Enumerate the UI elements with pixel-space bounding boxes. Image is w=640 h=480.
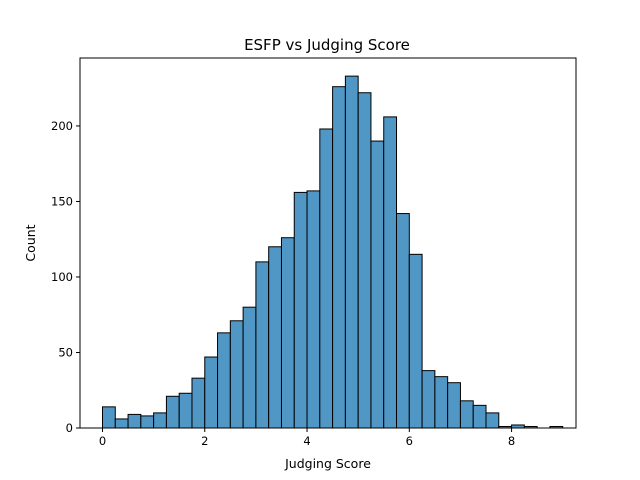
y-tick-label: 150 [51,194,73,208]
histogram-bar [101,406,116,429]
histogram-bar [357,92,372,429]
histogram-bar [255,261,270,429]
histogram-bar [332,86,346,429]
y-axis-label: Count [23,224,38,261]
histogram-bar [485,412,500,429]
histogram-bar [280,237,295,429]
bars-group [101,75,564,429]
histogram-bar [268,246,282,429]
histogram-bar [459,400,474,429]
histogram-bar [242,306,257,429]
y-tick-label: 50 [58,345,73,359]
histogram-bar [447,382,461,429]
histogram-bar [114,418,129,429]
histogram-bar [217,332,231,429]
y-tick-label: 200 [51,119,73,133]
x-axis-label: Judging Score [284,456,371,471]
histogram-bar [293,191,308,429]
histogram-bar [306,190,321,429]
histogram-bar [127,413,142,429]
y-axis-ticks: 0 50 100 150 200 [51,119,80,435]
y-tick-label: 100 [51,270,73,284]
axes-frame [79,57,577,429]
histogram-bar [396,213,410,429]
histogram-bar [408,253,423,429]
x-axis-ticks: 0 2 4 6 8 [99,428,515,448]
histogram-bar [165,395,180,429]
x-tick-label: 6 [406,434,413,448]
histogram-bar [434,376,449,429]
x-tick-label: 4 [303,434,310,448]
x-tick-label: 8 [508,434,515,448]
histogram-bar [229,320,244,429]
histogram-bar [140,415,155,429]
histogram-bar [191,377,206,429]
histogram-bar [344,75,359,429]
histogram-bar [153,412,167,429]
histogram-bar [178,392,193,429]
x-tick-label: 0 [99,434,106,448]
histogram-bar [421,370,436,429]
chart-title: ESFP vs Judging Score [244,36,410,54]
y-tick-label: 0 [66,421,73,435]
histogram-bar [204,356,219,429]
histogram-bar [370,140,385,429]
histogram-bar [472,404,487,429]
histogram-bar [319,128,334,429]
histogram-bar [383,116,398,429]
x-tick-label: 2 [201,434,208,448]
